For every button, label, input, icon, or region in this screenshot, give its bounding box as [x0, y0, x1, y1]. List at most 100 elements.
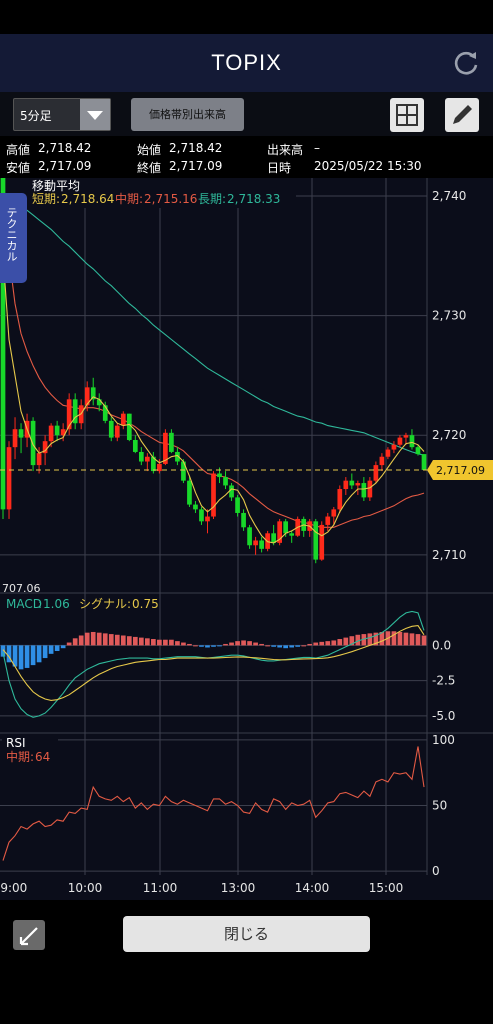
layout-button[interactable]	[390, 98, 424, 132]
technical-tab[interactable]: テクニカル	[0, 193, 27, 283]
price-tick-label: 2,710	[432, 548, 466, 562]
candle-body	[229, 485, 234, 498]
macd-histogram-bar	[391, 631, 397, 646]
volume-profile-button[interactable]: 価格帯別出来高	[131, 98, 244, 131]
ma-long-line	[2, 195, 425, 456]
macd-histogram-bar	[144, 638, 150, 646]
macd-histogram-bar	[151, 639, 156, 646]
candle-body	[108, 420, 114, 438]
macd-histogram-bar	[84, 632, 90, 646]
macd-histogram-bar	[223, 643, 228, 646]
macd-histogram-bar	[169, 639, 174, 646]
macd-histogram-bar	[283, 645, 289, 649]
open-value: 2,718.42	[169, 141, 223, 155]
macd-legend-value: 1.06	[43, 597, 70, 611]
chevron-down-icon	[80, 99, 110, 130]
rsi-legend-value: 64	[35, 750, 50, 764]
x-tick-label: 14:00	[295, 881, 330, 895]
candle-body	[343, 480, 349, 490]
close-button[interactable]: 閉じる	[123, 916, 370, 952]
macd-legend-colon: :	[127, 597, 131, 611]
candle-body	[90, 387, 96, 400]
ma-legend-colon: :	[222, 192, 226, 206]
macd-histogram-bar	[259, 643, 264, 646]
macd-histogram-bar	[265, 645, 270, 647]
rsi-legend-name: 中期	[6, 749, 30, 764]
volume-value: –	[314, 141, 320, 155]
candle-body	[241, 512, 246, 528]
macd-histogram-bar	[247, 641, 252, 646]
ma-legend-colon: :	[56, 192, 60, 206]
macd-histogram-bar	[138, 637, 144, 646]
status-bar	[0, 0, 493, 34]
macd-histogram-bar	[72, 638, 78, 646]
candle-body	[271, 533, 276, 543]
page-title: TOPIX	[211, 50, 282, 75]
macd-histogram-bar	[102, 633, 108, 646]
macd-histogram-bar	[18, 645, 24, 670]
macd-histogram-bar	[421, 635, 427, 646]
rsi-title: RSI	[6, 736, 26, 750]
candle-body	[379, 456, 385, 466]
macd-histogram-bar	[397, 631, 403, 646]
macd-histogram-bar	[355, 634, 361, 646]
price-info-panel: 高値 2,718.42 安値 2,717.09 始値 2,718.42 終値 2…	[0, 136, 493, 178]
ma-title: 移動平均	[32, 179, 80, 193]
macd-histogram-bar	[181, 642, 186, 646]
rsi-legend-colon: :	[30, 750, 34, 764]
rsi-tick-label: 0	[432, 864, 440, 878]
candle-body	[6, 447, 12, 510]
candle-body	[151, 456, 156, 472]
close-label: 終値	[137, 161, 162, 175]
candle-body	[144, 456, 150, 462]
candle-body	[205, 516, 210, 522]
candle-body	[253, 540, 258, 546]
macd-histogram-bar	[78, 635, 84, 646]
candle-body	[132, 439, 138, 452]
x-tick-label: 09:00	[0, 881, 27, 895]
close-value: 2,717.09	[169, 159, 223, 173]
macd-histogram-bar	[36, 645, 42, 663]
macd-histogram-bar	[241, 640, 246, 646]
candle-body	[373, 465, 379, 481]
macd-histogram-bar	[66, 642, 72, 646]
macd-tick-label: -5.0	[432, 709, 455, 723]
macd-histogram-bar	[289, 645, 295, 648]
draw-button[interactable]	[445, 98, 479, 132]
chart-svg: 2,710 2,720 2,730 2,740 0.0 -2.5 -5.0 100 50 0 2,7…	[0, 136, 493, 895]
macd-tick-label: -2.5	[432, 674, 455, 688]
refresh-icon[interactable]	[451, 48, 481, 78]
open-label: 始値	[137, 143, 162, 157]
x-tick-label: 11:00	[143, 881, 178, 895]
candle-body	[120, 413, 126, 426]
candle-body	[102, 405, 108, 421]
candle-body	[18, 429, 24, 438]
interval-dropdown[interactable]: 5分足	[13, 98, 111, 131]
candle-body	[12, 429, 18, 448]
candle-body	[391, 444, 397, 450]
price-tick-label: 2,740	[432, 189, 466, 203]
candle-body	[48, 425, 54, 442]
candle-body	[421, 454, 427, 471]
interval-label: 5分足	[20, 109, 52, 123]
candle-body	[385, 449, 391, 457]
macd-histogram-bar	[24, 645, 30, 668]
datetime-label: 日時	[267, 161, 292, 175]
min-price-label: 707.06	[2, 582, 41, 595]
macd-histogram-bar	[403, 632, 409, 646]
macd-histogram-bar	[415, 634, 421, 646]
candle-body	[235, 497, 240, 513]
macd-histogram-bar	[229, 642, 234, 646]
candle-body	[84, 387, 90, 406]
back-icon[interactable]	[11, 918, 47, 952]
macd-histogram-bar	[90, 631, 96, 646]
candle-body	[289, 533, 295, 536]
price-tick-label: 2,720	[432, 428, 466, 442]
macd-histogram-bar	[331, 640, 337, 646]
candle-body	[30, 420, 36, 466]
high-value: 2,718.42	[38, 141, 92, 155]
chart-area[interactable]: 2,710 2,720 2,730 2,740 0.0 -2.5 -5.0 100 50 0 2,7…	[0, 136, 493, 900]
price-tick-label: 2,730	[432, 309, 466, 323]
macd-histogram-bar	[30, 645, 36, 666]
macd-histogram-bar	[217, 645, 222, 647]
